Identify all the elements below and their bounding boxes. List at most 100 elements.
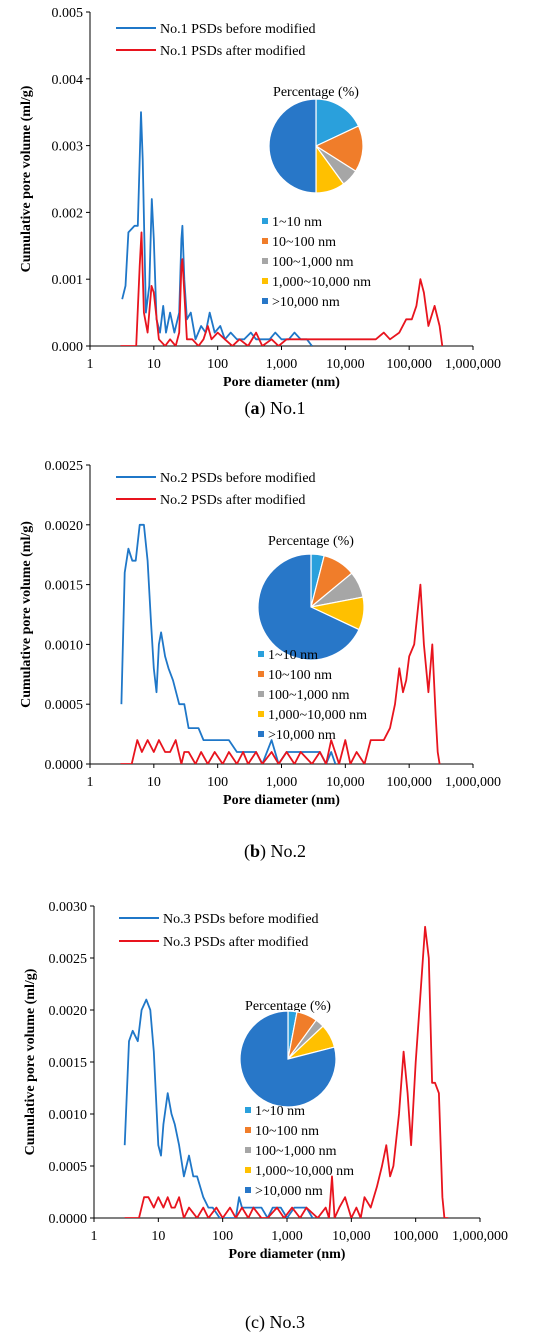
y-tick-label: 0.0025 [45, 459, 84, 474]
pie-legend-swatch [245, 1147, 251, 1153]
pie-legend-label: 1~10 nm [268, 648, 318, 663]
x-axis-title: Pore diameter (nm) [223, 793, 340, 808]
x-tick-label: 100 [207, 357, 228, 372]
pie-legend-swatch [245, 1167, 251, 1173]
x-tick-label: 10,000 [326, 775, 365, 790]
pie-legend-label: 1,000~10,000 nm [255, 1164, 354, 1179]
chart-svg: 0.000 0.001 0.002 0.003 0.004 0.005 1 10 100 1,00… [19, 6, 501, 419]
legend-label: No.2 PSDs after modified [160, 493, 305, 508]
pie-title: Percentage (%) [245, 999, 331, 1014]
caption-paren-open: ( [245, 398, 251, 419]
pie-legend-label: 100~1,000 nm [268, 688, 350, 703]
caption-paren-open: ( [244, 841, 250, 862]
x-tick-label: 100,000 [386, 357, 432, 372]
x-tick-label: 1,000,000 [445, 357, 501, 372]
y-tick-label: 0.0005 [49, 1160, 88, 1175]
series-line-before [120, 523, 337, 764]
x-tick-label: 10 [151, 1229, 165, 1244]
caption-text: No.1 [266, 398, 306, 418]
y-tick-label: 0.0010 [49, 1108, 88, 1123]
caption-text: (c) No.3 [245, 1312, 305, 1333]
pie-legend-swatch [258, 651, 264, 657]
pie-legend-swatch [262, 278, 268, 284]
pie-slice [314, 125, 364, 173]
pie-legend-swatch [258, 711, 264, 717]
pie-slice [257, 553, 360, 661]
pie-legend-label: >10,000 nm [268, 728, 336, 743]
x-tick-label: 1 [87, 357, 94, 372]
legend-label: No.3 PSDs after modified [163, 935, 308, 950]
x-tick-label: 1,000,000 [452, 1229, 508, 1244]
x-tick-label: 1,000 [266, 357, 298, 372]
pie-slice [315, 98, 360, 147]
pie-legend-label: >10,000 nm [272, 295, 340, 310]
y-axis-title: Cumulative pore volume (ml/g) [19, 85, 34, 272]
x-tick-label: 10 [147, 357, 161, 372]
legend-label: No.3 PSDs before modified [163, 912, 319, 927]
x-tick-label: 100 [212, 1229, 233, 1244]
pie-legend-swatch [245, 1107, 251, 1113]
pie-legend-label: 1~10 nm [255, 1104, 305, 1119]
x-axis-title: Pore diameter (nm) [229, 1247, 346, 1262]
y-tick-label: 0.0025 [49, 952, 88, 967]
series-line-after [120, 231, 444, 346]
caption-letter: a [251, 398, 260, 418]
legend-label: No.2 PSDs before modified [160, 471, 316, 486]
series-line-after [124, 925, 449, 1218]
y-tick-label: 0.0015 [45, 579, 84, 594]
y-tick-label: 0.0030 [49, 900, 88, 915]
x-tick-label: 100,000 [386, 775, 432, 790]
pie-legend-swatch [262, 258, 268, 264]
pie-legend-swatch [258, 731, 264, 737]
y-axis-title: Cumulative pore volume (ml/g) [19, 521, 34, 708]
y-tick-label: 0.0000 [49, 1212, 88, 1227]
x-tick-label: 1,000,000 [445, 775, 501, 790]
pie-legend-swatch [258, 671, 264, 677]
pie-legend-swatch [262, 218, 268, 224]
caption-paren-close: ) [260, 841, 266, 862]
x-axis-title: Pore diameter (nm) [223, 375, 340, 390]
x-tick-label: 1 [91, 1229, 98, 1244]
pie-slice [268, 98, 317, 194]
pie-legend-swatch [245, 1127, 251, 1133]
y-tick-label: 0.002 [52, 206, 84, 221]
pie-legend-label: >10,000 nm [255, 1184, 323, 1199]
pie-legend-swatch [245, 1187, 251, 1193]
pie-legend-label: 1,000~10,000 nm [272, 275, 371, 290]
x-tick-label: 10,000 [332, 1229, 371, 1244]
y-tick-label: 0.003 [52, 140, 84, 155]
caption-letter: b [250, 841, 260, 861]
pie-legend-swatch [262, 298, 268, 304]
pie-legend-label: 10~100 nm [268, 668, 332, 683]
pie-legend-label: 100~1,000 nm [255, 1144, 337, 1159]
caption-text: No.2 [266, 841, 306, 861]
x-tick-label: 10 [147, 775, 161, 790]
y-tick-label: 0.0015 [49, 1056, 88, 1071]
y-axis-title: Cumulative pore volume (ml/g) [23, 968, 38, 1155]
pie-legend-swatch [258, 691, 264, 697]
y-tick-label: 0.004 [52, 73, 84, 88]
pie-legend-label: 10~100 nm [255, 1124, 319, 1139]
chart-panel-no2: 0.0000 0.0005 0.0010 0.0015 0.0020 0.0025 1 10 1… [0, 447, 550, 885]
y-tick-label: 0.0010 [45, 638, 84, 653]
pie-title: Percentage (%) [273, 85, 359, 100]
figure-caption: (a) No.1 [245, 398, 306, 419]
legend-label: No.1 PSDs after modified [160, 44, 305, 59]
chart-svg: 0.0000 0.0005 0.0010 0.0015 0.0020 0.0025 0.00… [23, 900, 508, 1333]
x-tick-label: 1 [87, 775, 94, 790]
x-tick-label: 100 [207, 775, 228, 790]
series-line-after [120, 583, 441, 764]
caption-paren-close: ) [260, 398, 266, 419]
pie-legend-label: 1,000~10,000 nm [268, 708, 367, 723]
chart-panel-no3: 0.0000 0.0005 0.0010 0.0015 0.0020 0.0025 0.00… [0, 888, 550, 1337]
y-tick-label: 0.000 [52, 340, 84, 355]
legend-label: No.1 PSDs before modified [160, 22, 316, 37]
pie-slice [239, 1010, 337, 1108]
y-tick-label: 0.0020 [49, 1004, 88, 1019]
y-tick-label: 0.0005 [45, 698, 84, 713]
series-line-before [121, 111, 313, 346]
pie-title: Percentage (%) [268, 534, 354, 549]
series-line-before [123, 998, 314, 1218]
y-tick-label: 0.005 [52, 6, 84, 21]
y-tick-label: 0.001 [52, 273, 84, 288]
